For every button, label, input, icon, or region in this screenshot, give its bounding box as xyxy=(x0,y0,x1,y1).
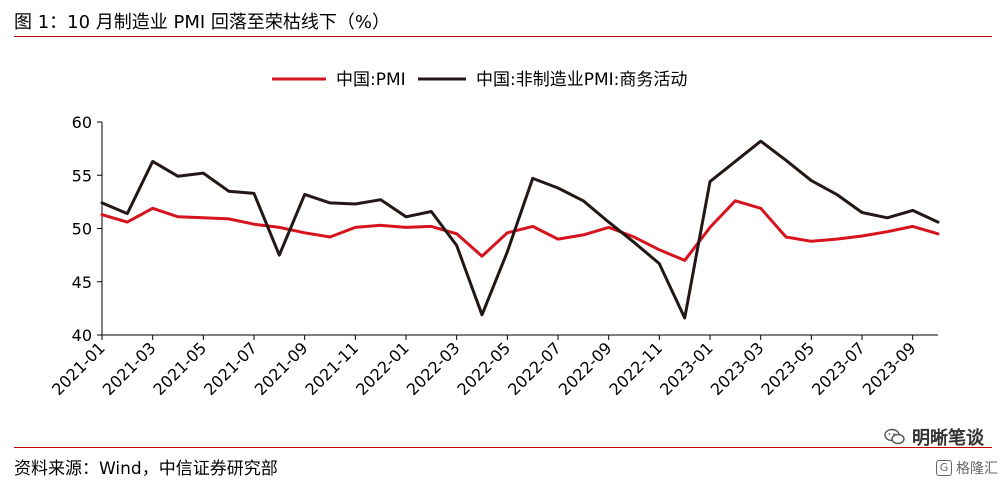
series-line-pmi xyxy=(100,199,940,262)
x-tick-label: 2021-07 xyxy=(200,338,261,399)
x-tick-label: 2021-03 xyxy=(99,338,160,399)
x-tick-label: 2023-07 xyxy=(808,338,869,399)
chart-legend: 中国:PMI 中国:非制造业PMI:商务活动 xyxy=(272,70,687,90)
gelonghui-badge: G 格隆汇 xyxy=(936,458,998,478)
y-tick-label: 60 xyxy=(72,113,92,132)
x-tick-label: 2021-09 xyxy=(251,338,312,399)
x-tick-label: 2022-11 xyxy=(605,338,666,399)
x-tick-label: 2021-11 xyxy=(301,338,362,399)
x-tick-label: 2022-09 xyxy=(555,338,616,399)
x-tick-label: 2022-03 xyxy=(403,338,464,399)
x-tick-label: 2022-07 xyxy=(504,338,565,399)
x-tick-label: 2023-03 xyxy=(707,338,768,399)
y-tick-label: 45 xyxy=(72,273,92,292)
line-chart: 中国:PMI 中国:非制造业PMI:商务活动 40455055602021-012… xyxy=(48,70,940,399)
top-divider xyxy=(14,36,992,37)
x-tick-label: 2021-05 xyxy=(149,338,210,399)
x-tick-label: 2023-05 xyxy=(757,338,818,399)
x-tick-label: 2022-05 xyxy=(453,338,514,399)
bottom-divider xyxy=(14,447,992,448)
y-tick-label: 40 xyxy=(72,326,92,345)
chart-axes xyxy=(97,121,938,340)
watermark: 明晰笔谈 xyxy=(884,424,984,450)
watermark-text: 明晰笔谈 xyxy=(912,428,984,449)
wechat-icon xyxy=(884,428,905,445)
y-tick-label: 50 xyxy=(72,220,92,239)
series-line-nonmfg xyxy=(100,139,940,320)
y-tick-label: 55 xyxy=(72,166,92,185)
x-tick-label: 2021-01 xyxy=(48,338,109,399)
x-tick-label: 2023-01 xyxy=(656,338,717,399)
badge-text: 格隆汇 xyxy=(956,461,998,477)
chart-series xyxy=(100,139,940,320)
gelonghui-icon: G xyxy=(936,460,952,476)
legend-label: 中国:非制造业PMI:商务活动 xyxy=(476,70,687,90)
x-tick-label: 2023-09 xyxy=(859,338,920,399)
source-note: 资料来源：Wind，中信证券研究部 xyxy=(14,459,278,479)
x-tick-label: 2022-01 xyxy=(352,338,413,399)
legend-label: 中国:PMI xyxy=(336,70,406,90)
chart-title: 图 1：10 月制造业 PMI 回落至荣枯线下（%） xyxy=(14,12,391,33)
